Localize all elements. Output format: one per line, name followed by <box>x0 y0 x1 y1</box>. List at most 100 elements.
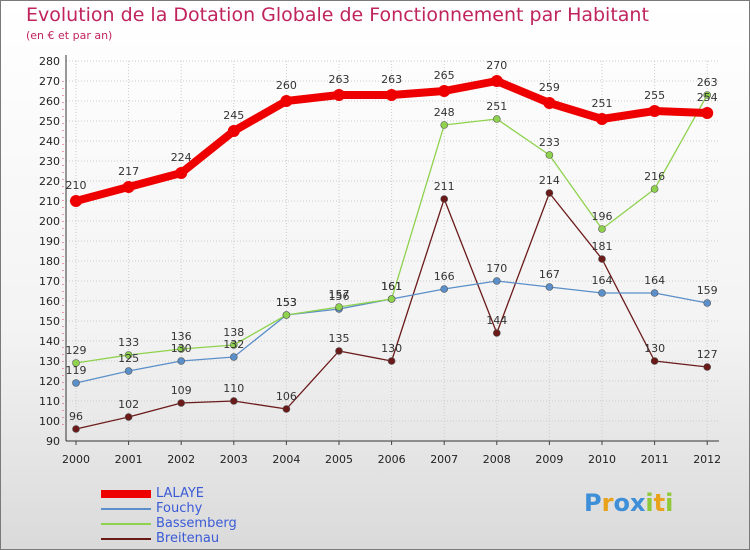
data-label: 217 <box>118 165 139 178</box>
data-point <box>440 195 449 203</box>
data-point <box>543 97 556 109</box>
data-label: 133 <box>118 336 139 349</box>
x-tick-label: 2008 <box>483 453 511 466</box>
data-point <box>175 167 188 179</box>
data-labels: 210 217 224 245 260 263 263 265 270 259 251 255 254 1… <box>66 59 718 423</box>
data-point <box>230 397 238 405</box>
series-bassemberg <box>72 91 712 367</box>
data-label: 130 <box>644 342 665 355</box>
y-tick-label: 130 <box>39 355 60 368</box>
x-tick-label: 2005 <box>325 453 353 466</box>
data-label: 248 <box>434 106 455 119</box>
data-point <box>492 115 501 123</box>
data-point <box>596 113 608 125</box>
data-point <box>438 85 451 97</box>
data-label: 130 <box>381 342 402 355</box>
y-tick-label: 210 <box>39 195 60 208</box>
data-label: 251 <box>592 97 613 110</box>
x-tick-label: 2012 <box>693 453 721 466</box>
legend-label: Bassemberg <box>156 516 237 531</box>
data-point <box>177 345 185 353</box>
data-point <box>177 399 185 407</box>
data-point <box>440 121 449 129</box>
data-label: 170 <box>486 262 507 275</box>
data-label: 245 <box>223 109 244 122</box>
logo-letter: o <box>613 489 630 517</box>
y-tick-label: 90 <box>46 435 60 448</box>
y-tick-label: 250 <box>39 115 60 128</box>
data-label: 125 <box>118 352 139 365</box>
data-point <box>70 195 82 207</box>
data-label: 144 <box>486 314 507 327</box>
data-label: 181 <box>592 240 613 253</box>
data-point <box>385 89 398 101</box>
x-tick-label: 2000 <box>62 453 90 466</box>
y-tick-label: 170 <box>39 275 60 288</box>
data-label: 263 <box>329 73 350 86</box>
data-point <box>545 151 554 159</box>
data-label: 138 <box>223 326 244 339</box>
logo-letter: x <box>629 489 646 517</box>
data-label: 263 <box>381 73 402 86</box>
data-point <box>230 341 238 349</box>
data-label: 132 <box>223 338 244 351</box>
y-tick-label: 150 <box>39 315 60 328</box>
x-tick-label: 2009 <box>535 453 563 466</box>
legend-swatch <box>101 490 151 498</box>
data-label: 157 <box>329 288 350 301</box>
data-point <box>490 75 503 87</box>
data-label: 167 <box>539 268 560 281</box>
x-tick-label: 2001 <box>115 453 143 466</box>
data-point <box>701 107 714 119</box>
data-point <box>545 189 554 197</box>
proxiti-logo: Proxiti <box>584 489 673 517</box>
x-tick-label: 2011 <box>641 453 669 466</box>
data-point <box>230 353 238 361</box>
series-breitenau <box>72 189 712 433</box>
legend-label: LALAYE <box>156 486 205 501</box>
legend-swatch <box>101 523 151 525</box>
data-label: 164 <box>592 274 613 287</box>
data-point <box>703 363 712 371</box>
data-point <box>650 289 659 297</box>
data-label: 265 <box>434 69 455 82</box>
data-label: 270 <box>486 59 507 72</box>
data-label: 161 <box>381 280 402 293</box>
data-point <box>124 367 133 375</box>
data-label: 102 <box>118 398 139 411</box>
logo-letter: i <box>645 489 654 517</box>
y-tick-label: 190 <box>39 235 60 248</box>
data-point <box>335 347 343 355</box>
data-label: 130 <box>171 342 192 355</box>
data-label: 251 <box>486 100 507 113</box>
data-point <box>282 405 291 413</box>
chart-subtitle: (en € et par an) <box>26 29 113 42</box>
data-point <box>282 311 291 319</box>
data-label: 233 <box>539 136 560 149</box>
x-tick-label: 2004 <box>272 453 300 466</box>
axes: 9010011012013014015016017018019020021022… <box>39 55 721 466</box>
data-label: 260 <box>276 79 297 92</box>
data-point <box>650 185 659 193</box>
x-tick-label: 2006 <box>378 453 406 466</box>
data-point <box>598 225 606 233</box>
x-tick-label: 2003 <box>220 453 248 466</box>
y-tick-label: 240 <box>39 135 60 148</box>
data-point <box>440 285 449 293</box>
data-label: 211 <box>434 180 455 193</box>
data-label: 156 <box>329 290 350 303</box>
data-point <box>72 359 80 367</box>
line-chart: 9010011012013014015016017018019020021022… <box>39 55 721 466</box>
data-label: 210 <box>66 179 87 192</box>
data-point <box>648 105 661 117</box>
data-label: 254 <box>697 91 718 104</box>
data-point <box>227 125 240 137</box>
grid <box>66 60 719 442</box>
data-label: 119 <box>66 364 87 377</box>
data-label: 196 <box>592 210 613 223</box>
data-label: 255 <box>644 89 665 102</box>
data-label: 161 <box>381 280 402 293</box>
data-point <box>333 89 345 101</box>
data-point <box>650 357 659 365</box>
